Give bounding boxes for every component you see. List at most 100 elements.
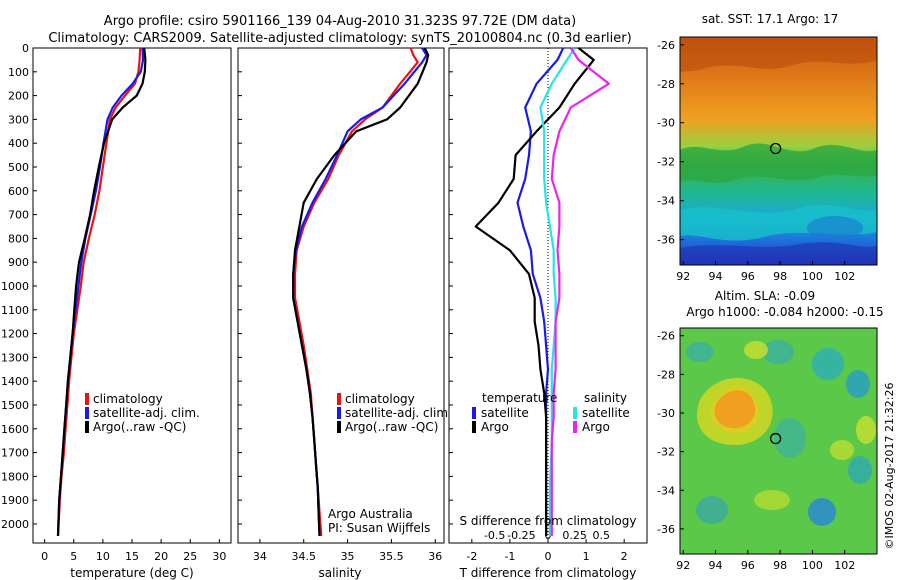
sst-latitude-axis: -26 -28 -30 -32 -34 -36 [657,39,684,247]
series-line-argo-raw-qc- [292,47,430,536]
salinity-legend: climatology satellite-adj. clim. Argo(..… [337,392,452,434]
difference-panel: -2 -1 0 1 2 -0.5 -0.25 0 0.25 0.5 S difference f… [448,47,648,580]
temperature-panel: 0100200300400500600700800900100011001200… [1,42,232,580]
x-tick-label: 0 [545,550,552,563]
x-tick-label: 2 [621,550,628,563]
x-tick-label: 36 [428,550,442,563]
x-tick-label: 34 [253,550,267,563]
depth-tick-label: 1000 [1,280,29,293]
longitude-tick-label: 92 [676,559,690,572]
s-difference-tick-label: -0.5 [484,529,505,542]
temperature-legend: climatology satellite-adj. clim. Argo(..… [85,392,200,434]
series-line-satellite [539,47,576,536]
credit-org: Argo Australia [328,507,413,521]
longitude-tick-label: 102 [834,270,855,283]
sla-high [744,341,768,359]
longitude-tick-label: 98 [773,270,787,283]
sla-high [830,440,854,460]
latitude-tick-label: -34 [657,484,675,497]
x-tick-label: 10 [96,550,110,563]
depth-tick-label: 1400 [1,375,29,388]
depth-tick-label: 500 [8,161,29,174]
temperature-plot-frame [32,47,232,544]
temperature-axis: 0 5 10 15 20 25 30 [41,539,226,563]
latitude-tick-label: -30 [657,117,675,130]
depth-tick-label: 900 [8,256,29,269]
series-line-argo [474,47,595,536]
depth-tick-label: 100 [8,66,29,79]
sst-map-panel: sat. SST: 17.1 Argo: 17 92 94 96 98 100 102 -… [657,12,878,283]
x-tick-label: 30 [212,550,226,563]
longitude-tick-label: 100 [802,559,823,572]
legend-swatch-argo [85,421,89,433]
sst-cold-band [680,242,877,265]
sla-high [856,416,876,444]
series-line-argo-raw-qc- [56,47,147,536]
latitude-tick-label: -36 [657,234,675,247]
sst-argo-position-marker [769,142,782,155]
sla-field [680,328,877,554]
sst-field [680,37,877,265]
latitude-tick-label: -32 [657,156,675,169]
sla-longitude-axis: 92 94 96 98 100 102 [676,550,855,572]
legend-swatch-s-argo [573,421,577,433]
sst-map-frame [679,36,878,266]
latitude-tick-label: -28 [657,78,675,91]
difference-profiles [474,47,611,536]
sla-eddy [812,348,844,380]
credit-pi: PI: Susan Wijffels [328,521,430,535]
difference-plot-frame [448,47,648,544]
legend-swatch-satellite [337,407,341,419]
depth-tick-label: 1300 [1,351,29,364]
latitude-tick-label: -32 [657,446,675,459]
sla-high [754,490,790,510]
depth-tick-label: 1800 [1,470,29,483]
salinity-panel: 34 34.5 35 35.5 36 salinity climatology sate… [237,47,452,580]
sla-eddy [686,342,714,362]
s-difference-axis: -0.5 -0.25 0 0.25 0.5 [484,529,610,542]
imos-timestamp: ©IMOS 02-Aug-2017 21:32:26 [883,383,896,550]
temperature-axis-label: temperature (deg C) [70,566,193,580]
s-difference-tick-label: 0.5 [593,529,611,542]
x-tick-label: 5 [70,550,77,563]
s-difference-tick-label: 0.25 [562,529,587,542]
depth-tick-label: 1700 [1,447,29,460]
sla-map-subtitle: Argo h1000: -0.084 h2000: -0.15 [686,305,883,319]
legend-swatch-climatology [85,393,89,405]
sla-positive-core [714,390,756,429]
depth-tick-label: 300 [8,113,29,126]
x-tick-label: 34.5 [291,550,316,563]
s-difference-tick-label: 0 [545,529,552,542]
longitude-tick-label: 102 [834,559,855,572]
sst-cool-eddy [807,216,863,240]
x-tick-label: 0 [41,550,48,563]
latitude-tick-label: -34 [657,195,675,208]
salinity-axis-label: salinity [318,566,361,580]
longitude-tick-label: 94 [709,270,723,283]
legend-swatch-s-satellite [573,407,577,419]
series-line-climatology [56,47,142,536]
sla-argo-position-marker [769,432,782,445]
legend-header-salinity: salinity [584,391,627,405]
legend-swatch-t-argo [472,421,476,433]
legend-label-t-satellite: satellite [481,406,529,420]
legend-label-satellite: satellite-adj. clim. [345,406,452,420]
sla-eddy [762,340,794,364]
sst-longitude-axis: 92 94 96 98 100 102 [676,261,855,283]
sst-map-title: sat. SST: 17.1 Argo: 17 [702,12,839,26]
x-tick-label: 15 [125,550,139,563]
x-tick-label: 20 [154,550,168,563]
depth-tick-label: 1200 [1,328,29,341]
depth-axis: 0 100 200 300 400 500 600 700 800 900 1000 1100 1200… [1,42,37,531]
salinity-axis: 34 34.5 35 35.5 36 [253,539,442,563]
sla-eddy [696,496,728,524]
latitude-tick-label: -28 [657,368,675,381]
legend-label-climatology: climatology [345,392,415,406]
depth-tick-label: 1600 [1,423,29,436]
s-difference-axis-label: S difference from climatology [460,514,637,528]
figure-title-line2: Climatology: CARS2009. Satellite-adjuste… [48,31,631,46]
legend-swatch-satellite [85,407,89,419]
depth-tick-label: 1900 [1,494,29,507]
latitude-tick-label: -26 [657,330,675,343]
